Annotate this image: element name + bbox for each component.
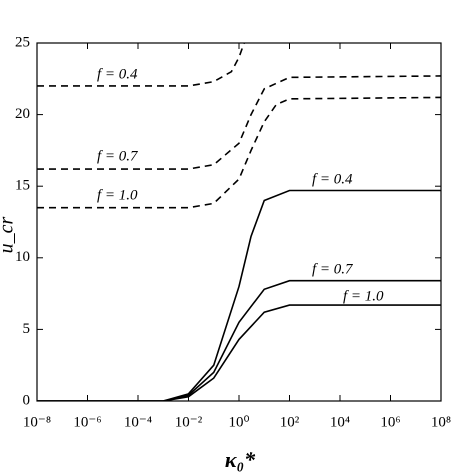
x-tick-label: 10⁻⁴ bbox=[124, 414, 152, 430]
x-tick-label: 10⁶ bbox=[380, 414, 400, 430]
series-line bbox=[37, 43, 245, 87]
x-tick-label: 10⁻² bbox=[175, 414, 203, 430]
y-tick-label: 25 bbox=[15, 34, 30, 50]
y-tick-label: 5 bbox=[23, 321, 31, 337]
curve-label: f = 1.0 bbox=[97, 187, 138, 203]
y-tick-label: 15 bbox=[15, 178, 30, 194]
curve-label: f = 0.4 bbox=[312, 171, 353, 187]
y-tick-label: 10 bbox=[15, 249, 30, 265]
curve-label: f = 1.0 bbox=[343, 288, 384, 304]
x-tick-label: 10² bbox=[280, 414, 300, 430]
x-tick-label: 10⁻⁸ bbox=[23, 414, 51, 430]
series-line bbox=[37, 75, 441, 170]
series-line bbox=[37, 96, 441, 209]
y-axis-label: u_cr bbox=[0, 216, 18, 253]
series-line bbox=[37, 304, 441, 401]
x-tick-label: 10⁻⁶ bbox=[73, 414, 101, 430]
x-tick-label: 10⁴ bbox=[330, 414, 350, 430]
y-tick-label: 0 bbox=[23, 392, 31, 408]
curve-label: f = 0.4 bbox=[97, 66, 138, 82]
x-tick-label: 10⁰ bbox=[228, 414, 249, 430]
x-tick-label: 10⁸ bbox=[431, 414, 451, 430]
plot-frame bbox=[36, 42, 442, 402]
curve-label: f = 0.7 bbox=[312, 261, 354, 277]
y-tick-label: 20 bbox=[15, 106, 30, 122]
x-axis-label: κ₀* bbox=[225, 447, 256, 472]
curve-label: f = 0.7 bbox=[97, 148, 139, 164]
